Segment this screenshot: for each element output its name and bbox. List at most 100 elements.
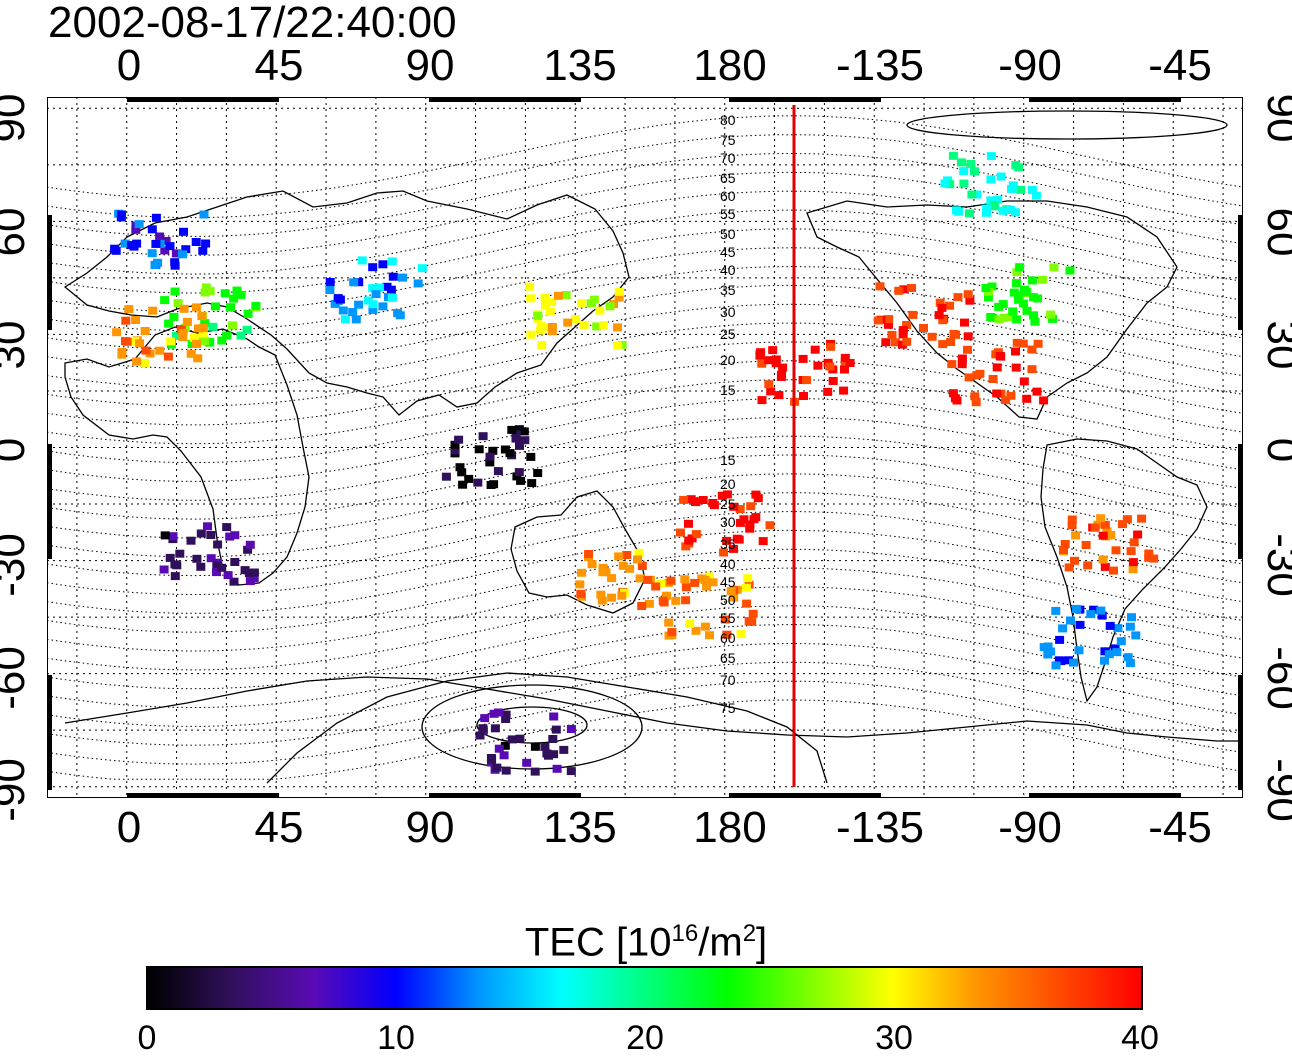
tec-point <box>1051 661 1061 670</box>
tec-point <box>172 561 182 570</box>
tec-point <box>325 278 335 286</box>
tec-point <box>507 425 517 434</box>
tec-point <box>584 550 594 558</box>
tec-point <box>1014 163 1023 172</box>
tec-point <box>458 480 468 489</box>
colorbar-tick-label: 0 <box>137 1019 157 1057</box>
tec-point <box>684 519 693 528</box>
tec-point <box>200 337 210 346</box>
australia-coast <box>510 490 646 614</box>
tec-point <box>500 741 510 750</box>
tec-point <box>488 446 498 455</box>
tec-point <box>169 312 179 321</box>
tec-point <box>485 458 495 467</box>
tec-point <box>722 630 732 639</box>
tec-point <box>198 246 208 255</box>
contour-label: 20 <box>720 352 736 368</box>
tec-point <box>1126 547 1136 556</box>
tec-point <box>198 329 208 338</box>
tec-point <box>198 323 208 332</box>
tec-point <box>549 750 559 759</box>
tec-point <box>170 287 180 296</box>
tec-point <box>192 554 202 563</box>
tec-point <box>148 306 158 315</box>
tec-point <box>478 724 488 733</box>
tec-point <box>398 273 407 282</box>
left-lat-label: 0 <box>0 400 34 500</box>
tec-point <box>975 369 985 378</box>
colorbar-title-end: ] <box>756 920 768 965</box>
tec-point <box>212 568 221 577</box>
tec-point <box>132 357 142 366</box>
tec-point <box>220 289 230 298</box>
tec-point <box>1006 391 1016 400</box>
tec-point <box>927 332 937 341</box>
tec-point <box>1083 561 1093 570</box>
tec-point <box>141 346 151 355</box>
tec-point <box>494 708 504 717</box>
tec-point <box>217 563 227 572</box>
tec-point <box>964 373 974 382</box>
tec-point <box>802 376 812 385</box>
tec-point <box>164 319 174 328</box>
tec-point <box>987 282 997 291</box>
tec-point <box>607 593 617 602</box>
tec-point <box>196 562 206 571</box>
tec-point <box>983 293 993 302</box>
tec-point <box>541 301 550 310</box>
colorbar-tick-label: 40 <box>1121 1019 1159 1057</box>
tec-point <box>514 468 524 477</box>
tec-point <box>519 427 529 436</box>
tec-point <box>151 239 161 248</box>
contour-label: 35 <box>720 536 736 552</box>
tec-point <box>236 290 246 299</box>
tec-point <box>515 441 524 450</box>
bottom-lon-label: 135 <box>543 803 617 852</box>
top-lon-label: 45 <box>254 41 304 90</box>
tec-point <box>1100 562 1110 571</box>
tec-point <box>598 563 608 572</box>
contour-label: 55 <box>720 610 736 626</box>
tec-point <box>1056 657 1066 666</box>
tec-point <box>475 731 485 740</box>
tec-point <box>966 159 976 168</box>
tec-point <box>825 362 835 371</box>
tec-point <box>1100 656 1109 665</box>
tec-point <box>533 469 543 477</box>
contour-label: 75 <box>720 132 736 148</box>
tec-point <box>758 537 768 546</box>
tec-point <box>765 521 775 530</box>
tec-point <box>957 354 967 363</box>
tec-point <box>566 767 576 776</box>
contour-label: 45 <box>720 574 736 590</box>
tec-point <box>151 213 161 222</box>
tec-point <box>810 345 820 354</box>
tec-point <box>1055 635 1065 644</box>
tec-point <box>705 631 714 640</box>
tec-point <box>545 307 555 316</box>
contour-label: 55 <box>720 206 736 222</box>
tec-point <box>840 358 850 367</box>
tec-point <box>535 326 545 335</box>
tec-point <box>596 590 606 599</box>
tec-point <box>147 225 157 234</box>
tec-point <box>1104 650 1114 659</box>
tec-point <box>845 359 855 367</box>
tec-point <box>989 200 999 209</box>
top-lon-label: -135 <box>835 41 925 90</box>
tec-point <box>945 180 955 189</box>
tec-point <box>1039 396 1049 405</box>
tec-point <box>387 293 397 302</box>
tec-point <box>890 338 900 347</box>
tec-point <box>951 330 961 339</box>
south-america-coast <box>1040 438 1208 703</box>
tec-point <box>160 246 170 255</box>
tec-point <box>386 285 396 294</box>
tec-point <box>494 744 504 753</box>
tec-point <box>935 298 945 307</box>
tec-point <box>946 338 956 346</box>
tec-point <box>368 284 378 293</box>
tec-point <box>1125 659 1135 668</box>
tec-point <box>644 599 654 608</box>
tec-point <box>708 499 718 507</box>
